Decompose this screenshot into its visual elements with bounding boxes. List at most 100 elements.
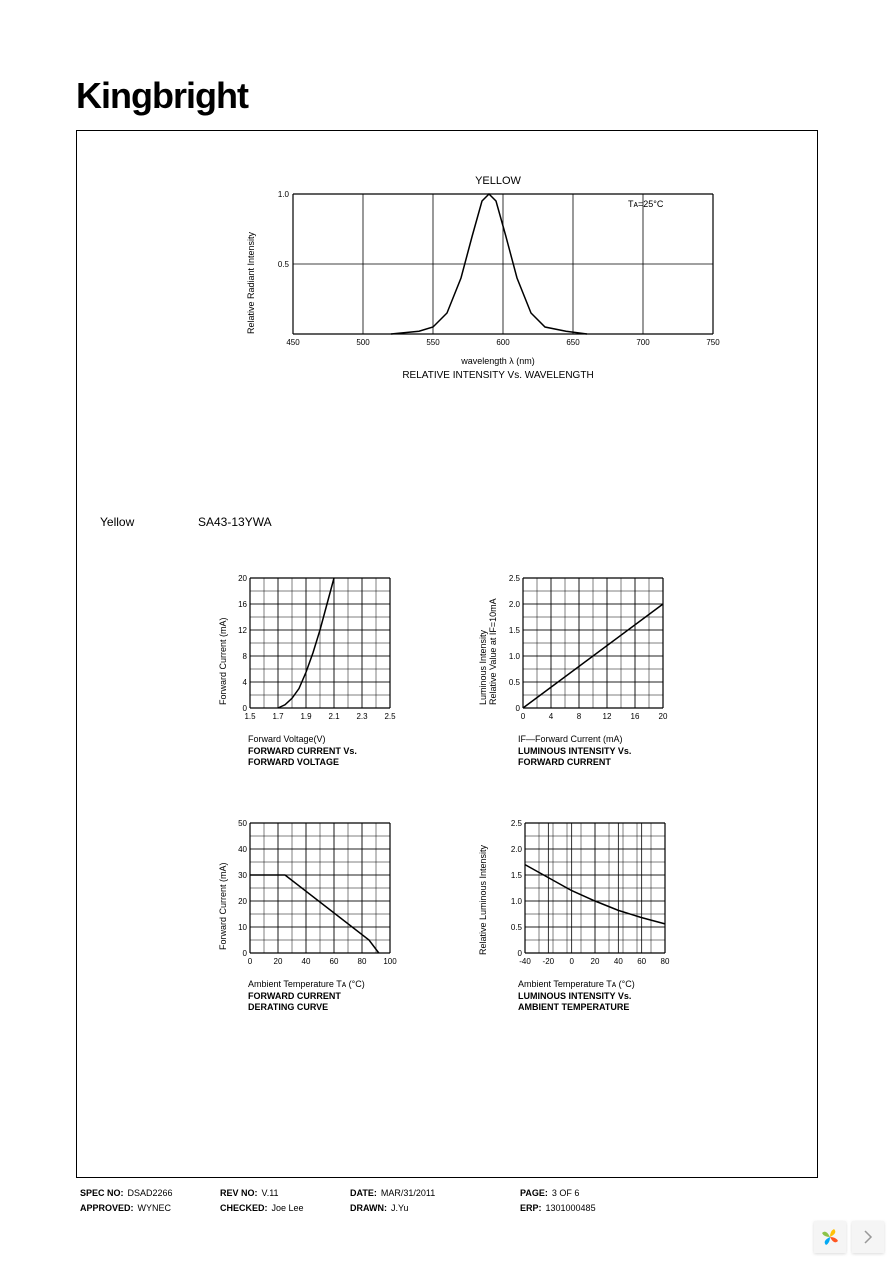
svg-text:0: 0 [521, 712, 526, 721]
svg-text:20: 20 [591, 957, 600, 966]
footer: SPEC NO:DSAD2266REV NO:V.11DATE: MAR/31/2… [80, 1188, 820, 1218]
svg-text:4: 4 [243, 678, 248, 687]
chart1-ylabel: Relative Radiant Intensity [246, 232, 256, 334]
chart1-caption: RELATIVE INTENSITY Vs. WAVELENGTH [288, 369, 708, 382]
svg-text:1.9: 1.9 [300, 712, 312, 721]
svg-text:20: 20 [238, 897, 247, 906]
chart4-xlabel: Ambient Temperature Tᴀ (°C) [248, 979, 365, 989]
chart3-ylabel1: Luminous Intensity [478, 630, 488, 705]
svg-text:1.0: 1.0 [511, 897, 523, 906]
footer-row-2: APPROVED:WYNECCHECKED:Joe LeeDRAWN:J.YuE… [80, 1203, 820, 1213]
svg-text:20: 20 [274, 957, 283, 966]
svg-text:1.0: 1.0 [278, 190, 290, 199]
svg-text:0: 0 [243, 949, 248, 958]
svg-text:500: 500 [356, 338, 370, 347]
footer-cell: REV NO:V.11 [220, 1188, 350, 1198]
svg-text:2.0: 2.0 [511, 845, 523, 854]
footer-value: 3 OF 6 [552, 1188, 580, 1198]
chart-wavelength: YELLOW Relative Radiant Intensity 450 500… [228, 175, 738, 382]
chart1-title: YELLOW [288, 175, 708, 187]
chart1-annotation: Tᴀ=25°C [628, 199, 663, 209]
svg-text:0.5: 0.5 [511, 923, 523, 932]
footer-label: DRAWN: [350, 1203, 387, 1213]
svg-text:40: 40 [238, 845, 247, 854]
footer-cell: SPEC NO:DSAD2266 [80, 1188, 220, 1198]
svg-text:0: 0 [516, 704, 521, 713]
svg-text:20: 20 [659, 712, 668, 721]
section-part: SA43-13YWA [198, 515, 272, 529]
chevron-right-icon [863, 1230, 873, 1244]
footer-label: APPROVED: [80, 1203, 134, 1213]
chart2-captions: Forward Voltage(V) FORWARD CURRENT Vs. F… [248, 734, 357, 769]
chart-luminous-temp: Relative Luminous Intensity -40-20020406… [470, 820, 635, 1014]
svg-text:4: 4 [549, 712, 554, 721]
svg-text:450: 450 [286, 338, 300, 347]
svg-text:60: 60 [330, 957, 339, 966]
nav-next-button[interactable] [852, 1221, 884, 1253]
svg-text:1.5: 1.5 [509, 626, 521, 635]
svg-text:80: 80 [661, 957, 670, 966]
svg-text:50: 50 [238, 820, 247, 828]
svg-text:40: 40 [614, 957, 623, 966]
chart3-captions: IF—Forward Current (mA) LUMINOUS INTENSI… [518, 734, 631, 769]
footer-cell: PAGE: 3 OF 6 [520, 1188, 640, 1198]
svg-text:1.0: 1.0 [509, 652, 521, 661]
svg-text:80: 80 [358, 957, 367, 966]
chart-luminous-current: Luminous Intensity Relative Value at IF=… [470, 575, 631, 769]
chart-fwd-voltage: Forward Current (mA) 1.51.71.92.12.32.50… [210, 575, 357, 769]
svg-text:1.5: 1.5 [244, 712, 256, 721]
chart3-xlabel: IF—Forward Current (mA) [518, 734, 623, 744]
footer-value: MAR/31/2011 [381, 1188, 435, 1198]
svg-text:8: 8 [577, 712, 582, 721]
footer-label: DATE: [350, 1188, 377, 1198]
svg-text:12: 12 [238, 626, 247, 635]
footer-value: WYNEC [138, 1203, 172, 1213]
footer-value: Joe Lee [272, 1203, 304, 1213]
chart5-ylabel: Relative Luminous Intensity [478, 845, 488, 955]
svg-text:10: 10 [238, 923, 247, 932]
svg-text:16: 16 [631, 712, 640, 721]
section-color: Yellow [100, 515, 134, 529]
footer-label: REV NO: [220, 1188, 258, 1198]
chart-derating: Forward Current (mA) 0204060801000102030… [210, 820, 365, 1014]
footer-value: 1301000485 [546, 1203, 596, 1213]
svg-text:2.5: 2.5 [509, 575, 521, 583]
svg-text:700: 700 [636, 338, 650, 347]
svg-text:2.5: 2.5 [511, 820, 523, 828]
chart3-cap2: FORWARD CURRENT [518, 757, 611, 767]
footer-cell: ERP: 1301000485 [520, 1203, 640, 1213]
svg-text:100: 100 [383, 957, 397, 966]
svg-text:0: 0 [248, 957, 253, 966]
chart5-cap2: AMBIENT TEMPERATURE [518, 1002, 629, 1012]
footer-row-1: SPEC NO:DSAD2266REV NO:V.11DATE: MAR/31/2… [80, 1188, 820, 1198]
svg-text:1.5: 1.5 [511, 871, 523, 880]
chart2-xlabel: Forward Voltage(V) [248, 734, 326, 744]
chart5-cap1: LUMINOUS INTENSITY Vs. [518, 991, 631, 1001]
svg-text:750: 750 [706, 338, 720, 347]
svg-text:1.7: 1.7 [272, 712, 284, 721]
chart2-cap1: FORWARD CURRENT Vs. [248, 746, 357, 756]
svg-text:-20: -20 [543, 957, 555, 966]
chart4-captions: Ambient Temperature Tᴀ (°C) FORWARD CURR… [248, 979, 365, 1014]
svg-text:12: 12 [603, 712, 612, 721]
chart5-captions: Ambient Temperature Tᴀ (°C) LUMINOUS INT… [518, 979, 635, 1014]
footer-label: PAGE: [520, 1188, 548, 1198]
svg-text:2.3: 2.3 [356, 712, 368, 721]
nav-logo-icon[interactable] [814, 1221, 846, 1253]
chart3-cap1: LUMINOUS INTENSITY Vs. [518, 746, 631, 756]
svg-text:0: 0 [243, 704, 248, 713]
footer-cell: APPROVED: WYNEC [80, 1203, 220, 1213]
footer-value: J.Yu [391, 1203, 409, 1213]
svg-text:650: 650 [566, 338, 580, 347]
chart4-cap1: FORWARD CURRENT [248, 991, 341, 1001]
svg-text:0: 0 [518, 949, 523, 958]
svg-text:-40: -40 [519, 957, 531, 966]
chart4-cap2: DERATING CURVE [248, 1002, 328, 1012]
svg-text:0.5: 0.5 [278, 260, 290, 269]
svg-text:600: 600 [496, 338, 510, 347]
svg-text:30: 30 [238, 871, 247, 880]
svg-text:550: 550 [426, 338, 440, 347]
footer-label: ERP: [520, 1203, 542, 1213]
svg-text:2.1: 2.1 [328, 712, 340, 721]
svg-text:0.5: 0.5 [509, 678, 521, 687]
